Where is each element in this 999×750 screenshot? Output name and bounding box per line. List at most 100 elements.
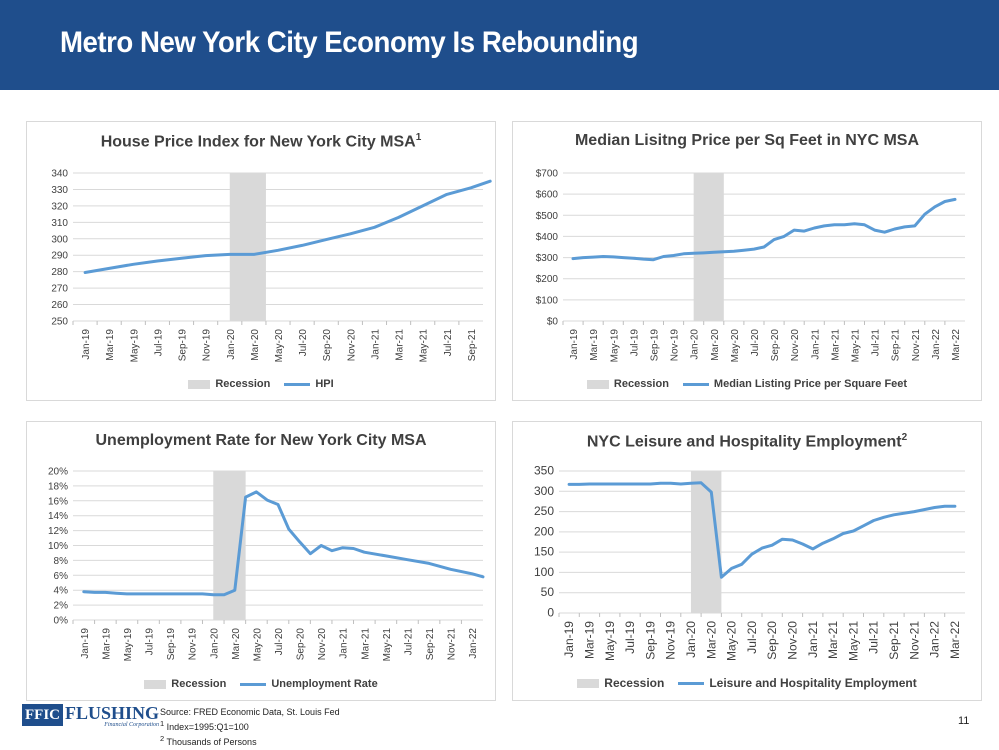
x-tick-label: Sep-21 [887, 621, 901, 660]
x-tick-label: Jan-21 [339, 628, 350, 659]
x-tick-label: Jan-20 [690, 329, 701, 360]
x-tick-label: Nov-19 [188, 628, 199, 661]
x-tick-label: Mar-21 [830, 329, 841, 361]
x-tick-label: Sep-20 [322, 329, 333, 362]
x-tick-label: Sep-21 [425, 628, 436, 661]
y-tick-label: 18% [48, 481, 68, 492]
y-tick-label: 290 [51, 251, 68, 262]
x-tick-label: Jul-19 [153, 329, 164, 357]
y-tick-label: 14% [48, 511, 68, 522]
x-tick-label: Jan-22 [931, 329, 942, 360]
x-tick-label: Nov-20 [785, 621, 799, 660]
legend-swatch-recession [586, 379, 609, 389]
x-tick-label: Sep-21 [467, 329, 478, 362]
x-tick-label: Mar-20 [710, 329, 721, 361]
y-tick-label: $100 [536, 295, 559, 306]
chart-plot-hpi: 250 260 270 280 290 300 310 320 330 340 Jan-19 Mar-… [51, 169, 492, 363]
chart-panel-unemployment: Unemployment Rate for New York City MSA … [26, 421, 496, 701]
logo-name: FLUSHING [65, 703, 160, 723]
chart-panel-leisure: NYC Leisure and Hospitality Employment2 … [512, 421, 982, 701]
x-tick-label: Jan-20 [226, 329, 237, 360]
legend-entry-series: HPI [284, 378, 334, 390]
source-note: Source: FRED Economic Data, St. Louis Fe… [160, 707, 340, 717]
x-tick-label: May-20 [252, 628, 263, 662]
chart-legend: Recession HPI [27, 378, 495, 390]
y-tick-label: 50 [541, 585, 555, 599]
x-tick-label: Jul-20 [745, 621, 759, 654]
x-tick-label: Mar-21 [826, 621, 840, 659]
x-tick-label: Sep-20 [770, 329, 781, 362]
chart-plot-unemployment: 0% 2% 4% 6% 8% 10% 12% 14% 16% 18% 20% Jan-19 Mar-19… [48, 467, 485, 662]
y-tick-label: 8% [54, 556, 69, 567]
x-tick-label: Jan-21 [810, 329, 821, 360]
x-tick-label: Jul-19 [629, 329, 640, 357]
x-tick-label: Jan-19 [80, 628, 91, 659]
x-tick-label: Jul-21 [867, 621, 881, 654]
header-bar: Metro New York City Economy Is Reboundin… [0, 0, 999, 90]
x-tick-label: Nov-20 [790, 329, 801, 362]
chart-legend: Recession Leisure and Hospitality Employ… [513, 676, 981, 690]
x-tick-label: May-19 [129, 329, 140, 363]
logo-badge: FFIC [22, 704, 63, 726]
x-tick-label: Jul-19 [145, 628, 156, 656]
page-number: 11 [958, 715, 970, 727]
x-tick-label: Sep-20 [765, 621, 779, 660]
x-tick-label: Jul-20 [750, 329, 761, 357]
legend-swatch-recession [577, 678, 600, 688]
x-tick-label: Nov-21 [907, 621, 921, 660]
chart-panel-hpi: House Price Index for New York City MSA1… [26, 121, 496, 401]
x-tick-label: Sep-20 [296, 628, 307, 661]
x-tick-label: Nov-21 [447, 628, 458, 661]
x-tick-label: Jan-21 [806, 621, 820, 658]
x-tick-label: May-19 [603, 621, 617, 661]
y-tick-label: 340 [51, 169, 68, 180]
legend-entry-series: Unemployment Rate [240, 678, 378, 690]
y-tick-label: 100 [534, 565, 554, 579]
y-tick-label: 10% [48, 541, 68, 552]
x-tick-label: Mar-19 [589, 329, 600, 361]
x-tick-label: Nov-19 [670, 329, 681, 362]
series-line [82, 490, 485, 597]
x-tick-label: May-21 [850, 329, 861, 363]
legend-entry-recession: Recession [577, 676, 664, 690]
y-tick-label: $0 [547, 317, 559, 328]
footnotes: Source: FRED Economic Data, St. Louis Fe… [160, 706, 340, 748]
y-tick-label: 2% [54, 601, 69, 612]
legend-entry-recession: Recession [188, 378, 270, 390]
y-tick-label: 320 [51, 201, 68, 212]
x-tick-label: Mar-21 [360, 628, 371, 660]
x-tick-label: Jan-22 [468, 628, 479, 659]
x-tick-label: Sep-19 [643, 621, 657, 660]
footnote-2: 2 Thousands of Persons [160, 734, 257, 747]
x-tick-label: Sep-21 [891, 329, 902, 362]
logo-subtitle: Financial Corporation [104, 722, 160, 728]
y-tick-label: 260 [51, 300, 68, 311]
x-tick-label: Nov-21 [911, 329, 922, 362]
company-logo: FFIC FLUSHING Financial Corporation [22, 704, 159, 729]
recession-band [693, 173, 724, 321]
chart-legend: Recession Unemployment Rate [27, 678, 495, 690]
y-tick-label: 270 [51, 284, 68, 295]
x-tick-label: Mar-20 [231, 628, 242, 660]
y-tick-label: 280 [51, 267, 68, 278]
y-tick-label: 250 [51, 317, 68, 328]
chart-title: NYC Leisure and Hospitality Employment2 [586, 432, 908, 451]
x-tick-label: May-20 [274, 329, 285, 363]
legend-swatch-series [678, 681, 705, 685]
legend-entry-recession: Recession [144, 678, 226, 690]
x-tick-label: Sep-19 [178, 329, 189, 362]
y-tick-label: 350 [534, 464, 554, 478]
x-tick-label: Jul-19 [623, 621, 637, 654]
x-tick-label: Jul-20 [298, 329, 309, 357]
x-tick-label: Mar-19 [105, 329, 116, 361]
x-tick-label: May-20 [730, 329, 741, 363]
chart-plot-listing: $0 $100 $200 $300 $400 $500 $600 $700 Jan-19 Mar-… [536, 169, 965, 363]
series-line [83, 179, 492, 274]
y-tick-label: $500 [536, 211, 559, 222]
legend-entry-series: Median Listing Price per Square Feet [682, 378, 907, 390]
y-tick-label: $300 [536, 253, 559, 264]
y-tick-label: 6% [54, 571, 69, 582]
x-tick-label: Mar-22 [948, 621, 962, 659]
legend-swatch-recession [144, 679, 167, 689]
series-line [567, 481, 957, 579]
